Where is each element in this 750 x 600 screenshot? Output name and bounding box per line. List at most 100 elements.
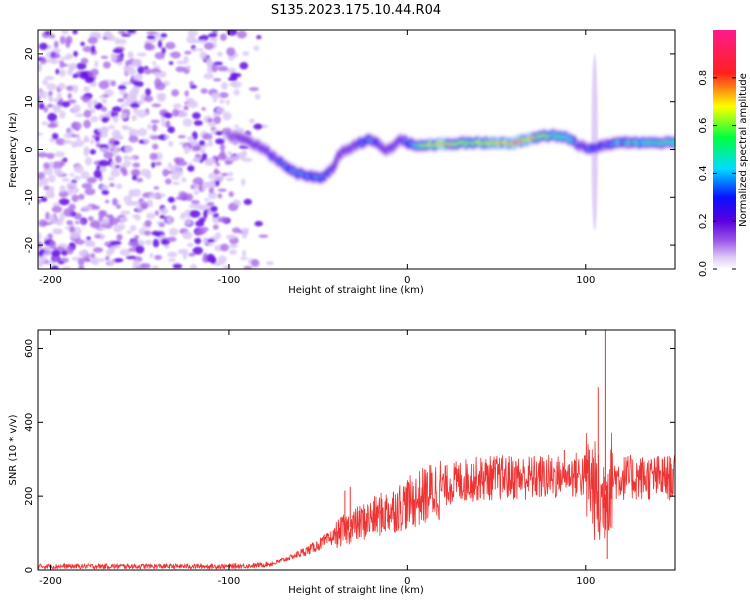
noise-blob (220, 172, 229, 177)
noise-blob (90, 115, 99, 123)
noise-blob (84, 157, 93, 166)
noise-blob (188, 100, 198, 109)
spectrogram-ylabel: Frequency (Hz) (8, 112, 19, 188)
noise-blob (40, 196, 48, 202)
noise-blob (197, 48, 204, 52)
noise-blob (38, 42, 48, 51)
noise-blobs (38, 30, 274, 269)
noise-blob (112, 135, 123, 140)
noise-blob (256, 35, 262, 40)
noise-blob (199, 226, 209, 233)
noise-blob (149, 252, 154, 259)
noise-blob (119, 223, 126, 230)
noise-blob (132, 259, 140, 264)
noise-blob (38, 132, 44, 136)
noise-blob (153, 186, 160, 190)
noise-blob (101, 98, 108, 104)
noise-blob (124, 145, 134, 153)
noise-blob (117, 98, 125, 103)
noise-blob (146, 31, 158, 35)
x-tick-label: 100 (576, 576, 595, 587)
noise-blob (59, 60, 65, 69)
noise-blob (119, 89, 127, 96)
noise-blob (212, 112, 221, 117)
noise-blob (189, 210, 201, 218)
figure-title: S135.2023.175.10.44.R04 (271, 3, 441, 18)
noise-blob (54, 218, 64, 226)
noise-blob (69, 172, 75, 177)
noise-blob (202, 183, 207, 192)
noise-blob (193, 189, 199, 196)
ridge-core (672, 141, 675, 144)
noise-blob (203, 252, 208, 260)
snr-xlabel: Height of straight line (km) (288, 585, 424, 596)
noise-blob (98, 210, 105, 219)
noise-blob (110, 161, 116, 170)
noise-blob (86, 241, 94, 247)
noise-blob (154, 161, 162, 166)
noise-blob (189, 81, 194, 87)
noise-blob (208, 187, 215, 194)
noise-blob (83, 146, 90, 155)
noise-blob (212, 41, 217, 49)
noise-blob (63, 208, 73, 217)
noise-blob (152, 143, 159, 150)
noise-blob (227, 150, 232, 156)
noise-blob (121, 33, 132, 37)
noise-blob (90, 220, 100, 229)
noise-blob (104, 112, 111, 117)
x-tick-label: 0 (404, 576, 410, 587)
colorbar-tick-label: 0.6 (698, 118, 709, 134)
noise-blob (229, 249, 237, 255)
noise-blob (72, 30, 78, 35)
y-tick-label: 10 (24, 95, 35, 108)
noise-blob (91, 45, 96, 53)
noise-blob (52, 52, 61, 59)
noise-blob (65, 35, 73, 44)
noise-blob (45, 211, 50, 221)
noise-blob (131, 114, 137, 122)
noise-blob (211, 63, 218, 73)
noise-blob (38, 249, 44, 258)
noise-blob (192, 157, 201, 163)
noise-blob (70, 121, 82, 130)
noise-blob (86, 177, 97, 184)
noise-blob (198, 140, 206, 146)
noise-blob (182, 118, 193, 127)
colorbar: 0.0 0.2 0.4 0.6 0.8 Normalized spectral ampl… (698, 30, 749, 277)
noise-blob (42, 252, 50, 257)
noise-blob (84, 76, 95, 84)
colorbar-tick-label: 0.8 (698, 70, 709, 86)
noise-blob (87, 36, 98, 45)
noise-blob (78, 193, 85, 200)
x-tick-label: -200 (39, 576, 62, 587)
noise-blob (173, 103, 182, 109)
noise-blob (73, 175, 81, 181)
noise-blob (172, 181, 180, 186)
y-tick-label: 20 (24, 48, 35, 61)
noise-blob (115, 155, 122, 164)
ridge-band (225, 126, 675, 186)
x-tick-label: -200 (39, 275, 62, 286)
noise-blob (104, 199, 110, 204)
noise-blob (225, 67, 237, 73)
noise-blob (154, 52, 165, 60)
noise-blob (72, 84, 79, 93)
noise-blob (152, 238, 160, 248)
noise-blob (181, 177, 187, 183)
noise-blob (117, 30, 127, 35)
noise-blob (144, 42, 152, 50)
noise-blob (210, 92, 221, 100)
noise-blob (229, 244, 238, 249)
noise-blob (161, 47, 166, 55)
noise-blob (84, 188, 96, 196)
noise-blob (234, 124, 240, 129)
noise-blob (217, 188, 227, 192)
noise-blob (128, 128, 140, 138)
noise-blob (78, 250, 88, 258)
noise-blob (180, 212, 186, 220)
noise-blob (107, 176, 115, 181)
x-tick-label: -100 (218, 275, 241, 286)
noise-blob (75, 221, 80, 225)
